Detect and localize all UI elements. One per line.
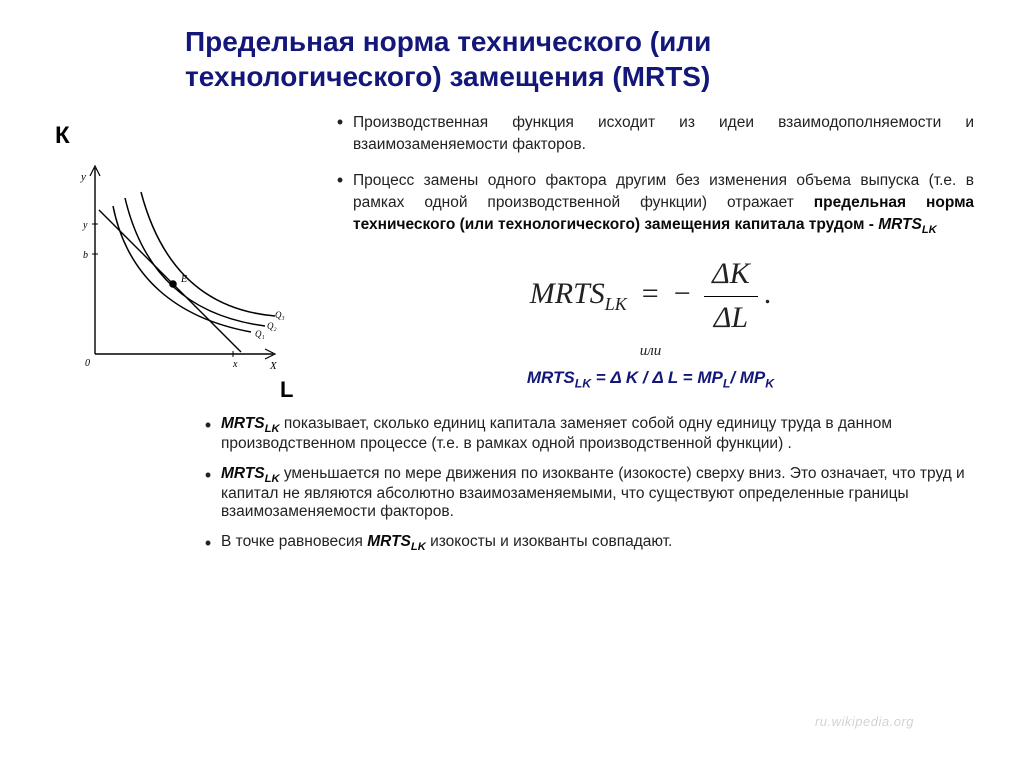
right-column: • Производственная функция исходит из ид… <box>327 112 974 409</box>
bullet-3: • MRTSLK показывает, сколько единиц капи… <box>195 415 974 453</box>
watermark: ru.wikipedia.org <box>815 714 914 729</box>
bullet-text: Процесс замены одного фактора другим без… <box>353 170 974 239</box>
bullet-dot: • <box>327 112 353 156</box>
bullet-4: • MRTSLK уменьшается по мере движения по… <box>195 465 974 521</box>
svg-text:b: b <box>83 250 88 261</box>
svg-text:Q₂: Q₂ <box>267 321 277 331</box>
chart-svg: y y b E Q₁ Q₂ Q₃ <box>65 156 285 376</box>
axis-label-l: L <box>280 377 293 403</box>
svg-text:x: x <box>232 359 238 370</box>
bullet-text: MRTSLK показывает, сколько единиц капита… <box>221 415 974 453</box>
axis-label-k: К <box>55 122 70 150</box>
bullet-1: • Производственная функция исходит из ид… <box>327 112 974 156</box>
page-title: Предельная норма технического (или техно… <box>185 24 974 94</box>
formula-blue: MRTSLK = Δ K / Δ L = MPL/ MPK <box>327 366 974 393</box>
bullet-dot: • <box>195 465 221 521</box>
slide: Предельная норма технического (или техно… <box>0 0 1024 767</box>
svg-text:Q₃: Q₃ <box>275 310 285 320</box>
bullet-dot: • <box>195 415 221 453</box>
bullet-text: Производственная функция исходит из идеи… <box>353 112 974 156</box>
formula-main: MRTSLK = − ΔK ΔL . <box>327 253 974 339</box>
formula-or: или <box>327 341 974 362</box>
bullet-text: MRTSLK уменьшается по мере движения по и… <box>221 465 974 521</box>
point-label: E <box>180 274 187 285</box>
svg-text:X: X <box>269 360 278 372</box>
bullet-text: В точке равновесия MRTSLK изокосты и изо… <box>221 533 974 555</box>
content-row: К y y b <box>65 112 974 409</box>
bullet-5: • В точке равновесия MRTSLK изокосты и и… <box>195 533 974 555</box>
svg-text:0: 0 <box>85 358 90 369</box>
curve-q3 <box>141 192 275 316</box>
isocost-line <box>99 210 241 352</box>
left-column: К y y b <box>65 112 305 409</box>
isoquant-chart: y y b E Q₁ Q₂ Q₃ <box>65 156 285 376</box>
svg-text:y: y <box>82 220 88 231</box>
bullet-2: • Процесс замены одного фактора другим б… <box>327 170 974 239</box>
bullet-dot: • <box>327 170 353 239</box>
svg-text:Q₁: Q₁ <box>255 329 265 339</box>
lower-bullets: • MRTSLK показывает, сколько единиц капи… <box>195 415 974 555</box>
equilibrium-point <box>169 280 177 288</box>
y-axis-label: y <box>80 171 86 183</box>
bullet-dot: • <box>195 533 221 555</box>
